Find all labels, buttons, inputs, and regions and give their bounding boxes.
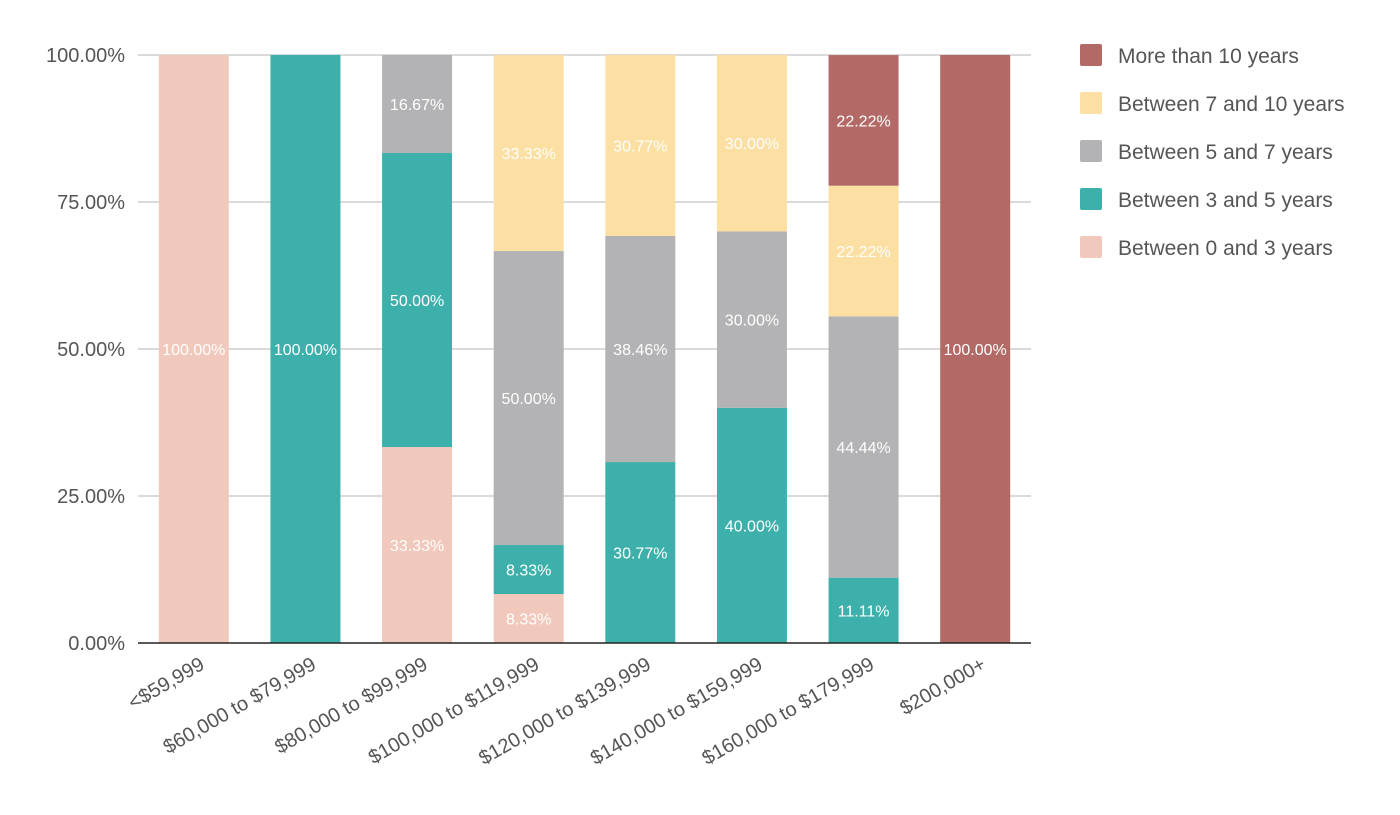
bar-segment xyxy=(716,407,787,643)
data-label: 22.22% xyxy=(836,113,890,130)
bar-segment xyxy=(382,447,453,643)
legend-label: Between 3 and 5 years xyxy=(1118,189,1333,212)
bar-segment xyxy=(828,185,899,317)
data-label: 30.00% xyxy=(725,136,779,153)
legend-label: Between 5 and 7 years xyxy=(1118,141,1333,164)
y-tick-label: 25.00% xyxy=(57,486,125,508)
data-label: 30.77% xyxy=(613,138,667,155)
legend-swatch xyxy=(1080,92,1102,114)
bar-segment xyxy=(382,55,453,154)
bar-segment xyxy=(828,55,899,186)
data-label: 33.33% xyxy=(502,146,556,163)
data-label: 100.00% xyxy=(162,342,225,359)
bar-segment xyxy=(493,251,564,546)
legend-swatch xyxy=(1080,188,1102,210)
legend-swatch xyxy=(1080,140,1102,162)
data-label: 44.44% xyxy=(836,440,890,457)
bars xyxy=(158,55,1011,643)
bar-segment xyxy=(828,577,899,643)
data-labels: 100.00% 100.00% 33.33% 50.00% 16.67% 8.33% 8.3… xyxy=(162,97,1007,629)
bar-segment xyxy=(605,235,676,463)
bar-segment xyxy=(716,231,787,408)
data-label: 8.33% xyxy=(506,612,551,629)
data-label: 8.33% xyxy=(506,563,551,580)
bar-segment xyxy=(270,55,341,643)
data-label: 100.00% xyxy=(274,342,337,359)
data-label: 33.33% xyxy=(390,538,444,555)
x-tick-label: <$59,999 xyxy=(125,653,209,714)
data-label: 50.00% xyxy=(390,293,444,310)
bar-segment xyxy=(493,55,564,252)
legend-label: More than 10 years xyxy=(1118,45,1299,68)
y-tick-label: 50.00% xyxy=(57,339,125,361)
bar-segment xyxy=(382,153,453,448)
bar-segment xyxy=(158,55,229,643)
data-label: 50.00% xyxy=(502,391,556,408)
y-axis: 0.00% 25.00% 50.00% 75.00% 100.00% xyxy=(46,45,125,655)
bar-segment xyxy=(605,55,676,236)
data-label: 30.00% xyxy=(725,313,779,330)
y-tick-label: 0.00% xyxy=(68,633,125,655)
legend-label: Between 0 and 3 years xyxy=(1118,237,1333,260)
legend-label: Between 7 and 10 years xyxy=(1118,93,1345,116)
x-axis: <$59,999$60,000 to $79,999$80,000 to $99… xyxy=(125,653,990,769)
data-label: 16.67% xyxy=(390,97,444,114)
bar-segment xyxy=(605,462,676,643)
bar-segment xyxy=(493,594,564,643)
data-label: 100.00% xyxy=(944,342,1007,359)
bar-segment xyxy=(940,55,1011,643)
bar-segment xyxy=(828,316,899,578)
y-tick-label: 100.00% xyxy=(46,45,125,67)
bar-segment xyxy=(493,545,564,595)
legend-swatch xyxy=(1080,236,1102,258)
x-tick-label: $200,000+ xyxy=(896,653,989,720)
legend: More than 10 years Between 7 and 10 years… xyxy=(1080,44,1345,260)
legend-swatch xyxy=(1080,44,1102,66)
data-label: 40.00% xyxy=(725,518,779,535)
data-label: 30.77% xyxy=(613,546,667,563)
data-label: 38.46% xyxy=(613,342,667,359)
data-label: 11.11% xyxy=(838,603,890,620)
bar-segment xyxy=(716,55,787,232)
y-tick-label: 75.00% xyxy=(57,192,125,214)
data-label: 22.22% xyxy=(836,244,890,261)
